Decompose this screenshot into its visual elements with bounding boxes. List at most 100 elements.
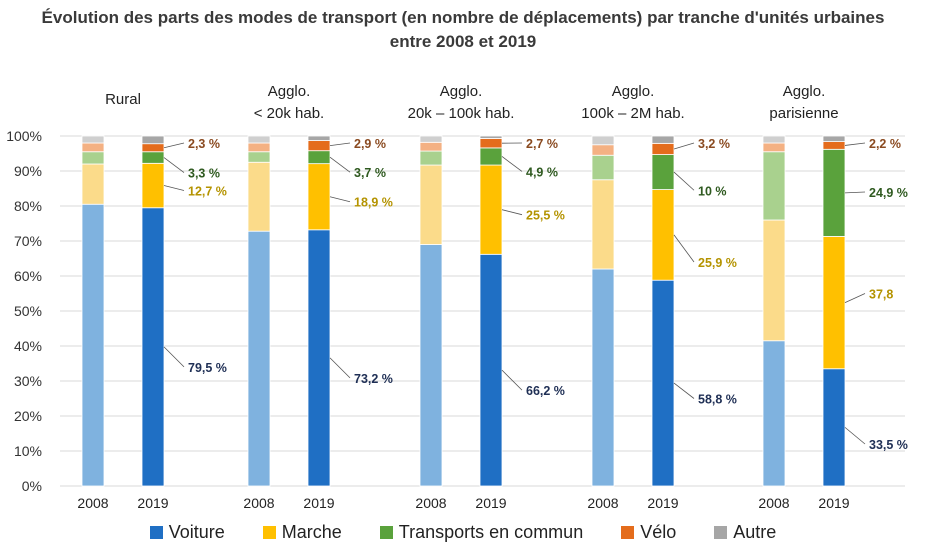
bar-segment bbox=[141, 162, 165, 209]
bar-segment bbox=[141, 207, 165, 487]
data-label: 37,8 bbox=[869, 288, 893, 302]
data-label: 73,2 % bbox=[354, 372, 393, 386]
group-label: Rural bbox=[105, 91, 141, 108]
chart-legend: Voiture Marche Transports en commun Vélo Aut… bbox=[0, 522, 926, 543]
group-label: parisienne bbox=[769, 105, 838, 122]
y-tick-label: 90% bbox=[14, 163, 42, 179]
y-tick-label: 100% bbox=[6, 128, 42, 144]
bar-segment bbox=[81, 163, 105, 205]
group-label: Agglo. bbox=[268, 83, 311, 100]
bar-segment bbox=[591, 268, 615, 487]
legend-item: Voiture bbox=[149, 522, 225, 543]
data-label: 2,7 % bbox=[526, 137, 558, 151]
bar-segment bbox=[141, 143, 165, 153]
bar-segment bbox=[247, 135, 271, 144]
bar-segment bbox=[822, 148, 846, 237]
y-tick-label: 10% bbox=[14, 443, 42, 459]
bar-segment bbox=[762, 151, 786, 221]
data-label: 12,7 % bbox=[188, 185, 227, 199]
bar-segment bbox=[822, 141, 846, 150]
bar-segment bbox=[479, 138, 503, 149]
bar-segment bbox=[651, 154, 675, 190]
data-label: 3,7 % bbox=[354, 166, 386, 180]
x-tick-label: 2008 bbox=[758, 495, 789, 511]
legend-item: Marche bbox=[262, 522, 342, 543]
leader-line bbox=[844, 293, 866, 303]
data-label: 79,5 % bbox=[188, 361, 227, 375]
data-label: 66,2 % bbox=[526, 384, 565, 398]
group-label: 100k – 2M hab. bbox=[581, 105, 684, 122]
leader-line bbox=[329, 156, 351, 173]
leader-line bbox=[673, 382, 695, 399]
bar-segment bbox=[419, 244, 443, 487]
bar-segment bbox=[591, 135, 615, 146]
leader-line bbox=[329, 357, 351, 379]
bar-segment bbox=[307, 163, 331, 231]
bar-segment bbox=[479, 253, 503, 487]
legend-item: Vélo bbox=[621, 522, 676, 543]
bar-segment bbox=[762, 340, 786, 487]
x-tick-label: 2008 bbox=[77, 495, 108, 511]
group-label: Agglo. bbox=[612, 83, 655, 100]
bar-segment bbox=[762, 219, 786, 342]
legend-label: Marche bbox=[281, 522, 342, 542]
x-tick-label: 2019 bbox=[303, 495, 334, 511]
legend-item: Autre bbox=[714, 522, 776, 543]
bar-segment bbox=[141, 151, 165, 164]
legend-label: Voiture bbox=[168, 522, 225, 542]
data-label: 58,8 % bbox=[698, 393, 737, 407]
leader-line bbox=[844, 142, 866, 146]
leader-line bbox=[501, 369, 523, 391]
bar-segment bbox=[247, 230, 271, 487]
leader-line bbox=[673, 171, 695, 191]
bar-segment bbox=[762, 142, 786, 153]
bar-segment bbox=[419, 135, 443, 143]
x-tick-label: 2008 bbox=[587, 495, 618, 511]
bar-segment bbox=[479, 164, 503, 255]
leader-line bbox=[501, 209, 523, 216]
x-tick-label: 2008 bbox=[243, 495, 274, 511]
data-label: 24,9 % bbox=[869, 186, 908, 200]
x-tick-label: 2019 bbox=[818, 495, 849, 511]
legend-label: Vélo bbox=[640, 522, 677, 542]
x-tick-label: 2019 bbox=[475, 495, 506, 511]
data-label: 3,2 % bbox=[698, 137, 730, 151]
leader-line bbox=[501, 156, 523, 172]
leader-line bbox=[163, 142, 185, 149]
bar-segment bbox=[81, 203, 105, 487]
x-tick-label: 2019 bbox=[647, 495, 678, 511]
bar-segment bbox=[419, 141, 443, 152]
bar-segment bbox=[591, 144, 615, 156]
bar-segment bbox=[651, 189, 675, 281]
data-label: 2,9 % bbox=[354, 137, 386, 151]
data-label: 33,5 % bbox=[869, 438, 908, 452]
y-tick-label: 20% bbox=[14, 408, 42, 424]
bar-segment bbox=[307, 140, 331, 152]
legend-swatch bbox=[714, 526, 728, 539]
leader-line bbox=[844, 427, 866, 445]
bar-segment bbox=[479, 147, 503, 166]
bar-segment bbox=[81, 135, 105, 144]
y-tick-label: 30% bbox=[14, 373, 42, 389]
group-label: 20k – 100k hab. bbox=[408, 105, 515, 122]
bar-segment bbox=[247, 142, 271, 153]
bar-segment bbox=[651, 135, 675, 144]
bar-segment bbox=[591, 179, 615, 270]
leader-line bbox=[163, 346, 185, 368]
legend-label: Autre bbox=[733, 522, 777, 542]
bar-segment bbox=[141, 135, 165, 145]
data-label: 18,9 % bbox=[354, 196, 393, 210]
y-tick-label: 70% bbox=[14, 233, 42, 249]
legend-swatch bbox=[621, 526, 635, 539]
chart-title-line-2: entre 2008 et 2019 bbox=[389, 32, 537, 51]
leader-line bbox=[329, 196, 351, 203]
bar-segment bbox=[81, 151, 105, 165]
legend-label: Transports en commun bbox=[398, 522, 584, 542]
leader-line bbox=[163, 185, 185, 191]
y-tick-label: 40% bbox=[14, 338, 42, 354]
bar-segment bbox=[247, 151, 271, 163]
leader-line bbox=[844, 191, 866, 194]
y-tick-label: 0% bbox=[22, 478, 42, 494]
